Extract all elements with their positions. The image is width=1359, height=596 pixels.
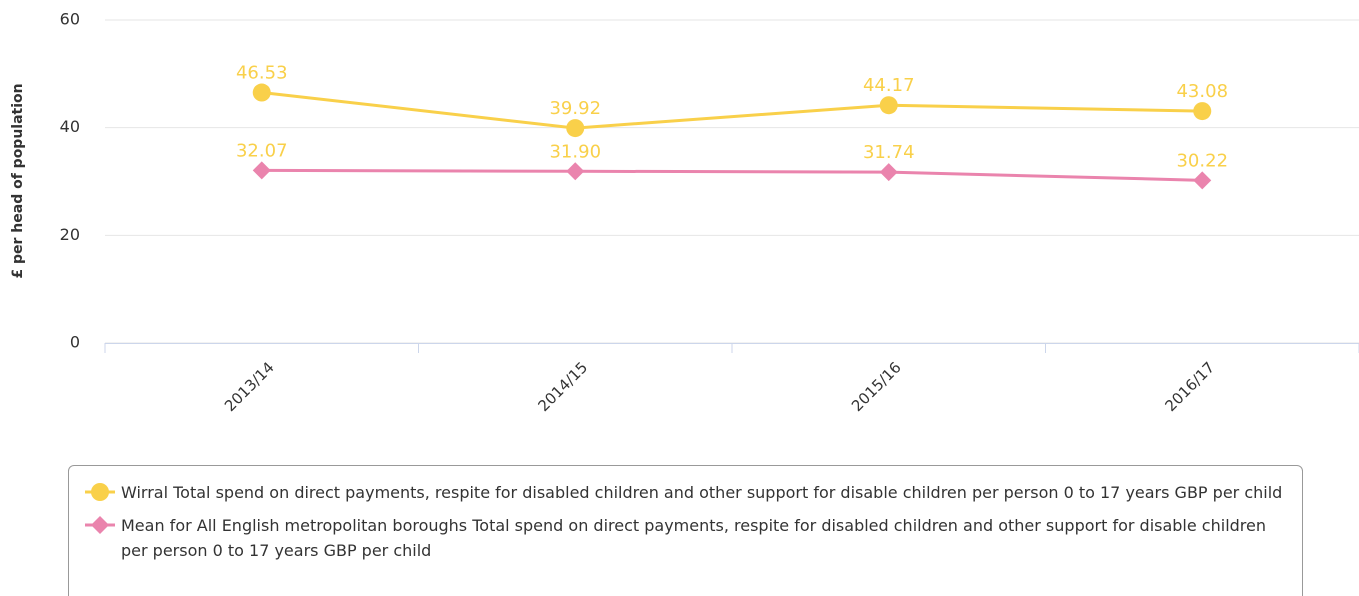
data-label: 30.22 — [1176, 150, 1228, 171]
legend-marker — [91, 516, 109, 534]
legend-item[interactable]: Wirral Total spend on direct payments, r… — [83, 480, 1292, 505]
data-label: 46.53 — [236, 63, 288, 84]
y-tick-label: 40 — [60, 117, 80, 136]
legend-label: Wirral Total spend on direct payments, r… — [121, 483, 1283, 502]
point — [252, 161, 271, 180]
data-label: 31.74 — [863, 142, 915, 163]
point — [879, 96, 898, 115]
legend-symbol — [85, 516, 115, 534]
series-line — [261, 168, 1203, 182]
point — [252, 83, 271, 102]
x-tick-label: 2016/17 — [1161, 358, 1218, 415]
data-label: 43.08 — [1176, 81, 1228, 102]
point — [566, 119, 585, 138]
y-tick-label: 60 — [60, 10, 80, 29]
x-tick-label: 2013/14 — [221, 358, 278, 415]
data-label: 39.92 — [549, 98, 601, 119]
series-line — [261, 91, 1203, 130]
legend-label: Mean for All English metropolitan boroug… — [121, 516, 1266, 560]
legend-symbol — [85, 483, 115, 501]
point — [1193, 171, 1212, 190]
legend: Wirral Total spend on direct payments, r… — [68, 465, 1303, 596]
y-tick-label: 0 — [70, 333, 80, 352]
point — [1193, 102, 1212, 121]
x-tick-label: 2014/15 — [534, 358, 591, 415]
data-label: 44.17 — [863, 75, 915, 96]
point — [566, 162, 585, 181]
chart: £ per head of population 0 20 40 60 2013/14 2… — [10, 10, 1359, 415]
data-label: 32.07 — [236, 140, 288, 161]
legend-marker — [91, 483, 109, 501]
data-label: 31.90 — [549, 141, 601, 162]
legend-item[interactable]: Mean for All English metropolitan boroug… — [83, 513, 1292, 563]
point — [879, 163, 898, 182]
y-axis-title: £ per head of population — [10, 83, 26, 278]
y-tick-label: 20 — [60, 225, 80, 244]
x-tick-label: 2015/16 — [848, 358, 905, 415]
